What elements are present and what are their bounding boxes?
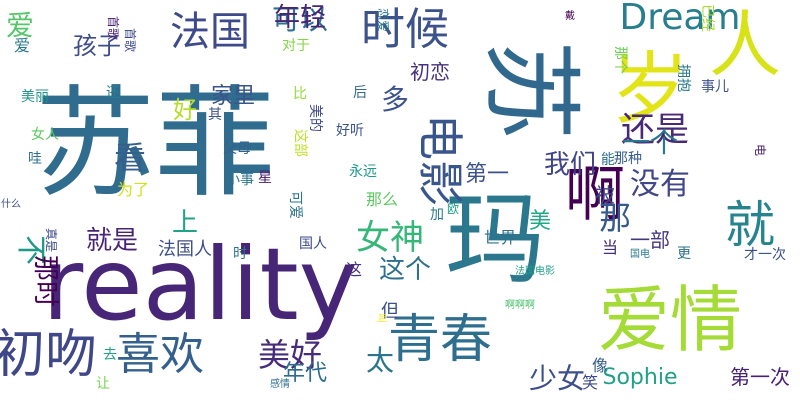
cloud-word: 能 [601, 152, 615, 168]
cloud-word: 时候 [361, 4, 449, 55]
cloud-word: 去 [103, 347, 117, 363]
cloud-word: 第一次 [730, 365, 790, 389]
cloud-word: 好 [173, 96, 197, 124]
cloud-word: 首歌 [106, 15, 120, 41]
cloud-word: 时 [233, 246, 247, 262]
cloud-word: 美 [528, 209, 552, 234]
cloud-word: 爱 [5, 9, 35, 42]
cloud-word: 苏菲 [35, 75, 275, 214]
cloud-word: 法国 [170, 9, 250, 55]
cloud-word: 人 [708, 3, 782, 87]
cloud-word: 比 [293, 86, 307, 102]
cloud-word: 爱情 [597, 278, 743, 362]
cloud-word: 其 [208, 107, 222, 123]
cloud-word: 首歌 [123, 27, 137, 53]
cloud-word: 感情 [270, 379, 290, 390]
cloud-word: 太 [365, 344, 395, 377]
cloud-word: 像 [591, 356, 609, 375]
cloud-word: 那个 [612, 46, 628, 74]
cloud-word: 孩子 [73, 32, 121, 60]
cloud-word: 真是 [44, 227, 58, 253]
cloud-word: 苏 [472, 40, 589, 140]
cloud-word: 这部 [292, 129, 308, 157]
cloud-word: 家里 [210, 84, 256, 109]
cloud-word: 星 [258, 170, 272, 186]
cloud-word: 电 [753, 143, 767, 157]
cloud-word: 让 [96, 376, 110, 392]
cloud-word: 一部 [630, 228, 670, 252]
cloud-word: 没有 [630, 167, 690, 202]
cloud-word: 才一次 [744, 247, 786, 263]
cloud-word: 电影 [413, 114, 467, 206]
cloud-word: 美好 [257, 336, 323, 374]
cloud-word: 啊 [565, 160, 625, 230]
cloud-word: 世界 [483, 228, 517, 247]
cloud-word: 女人 [31, 127, 59, 143]
cloud-word: 一个 [621, 126, 679, 159]
cloud-word: 被 [595, 183, 615, 207]
cloud-word: 戴 [565, 11, 575, 22]
cloud-word: 事儿 [701, 79, 729, 95]
cloud-word: 为了 [116, 180, 150, 199]
cloud-word: 永远 [349, 164, 377, 180]
cloud-word: 女神 [356, 218, 424, 258]
cloud-word: 第一 [464, 162, 510, 187]
cloud-word: 啊啊啊 [505, 300, 535, 311]
cloud-word: 欧 [446, 202, 460, 216]
cloud-word: 笑 [581, 373, 599, 392]
cloud-word: 恋爱 [376, 7, 390, 33]
cloud-word: 美的 [307, 104, 323, 132]
cloud-word: 后 [353, 85, 367, 101]
cloud-word: 可以 [271, 3, 329, 36]
cloud-word: 但 [381, 301, 399, 322]
cloud-word: 初恋 [410, 60, 450, 84]
cloud-word: 小事 [226, 172, 254, 188]
cloud-word: 喜欢 [116, 329, 204, 380]
cloud-word: 岁 [610, 45, 690, 135]
cloud-word: 这 [345, 260, 363, 279]
cloud-word: 这个 [378, 255, 432, 285]
cloud-word: 法国人 [158, 239, 212, 260]
cloud-word: Sophie [602, 365, 678, 390]
cloud-word: reality [42, 226, 358, 343]
cloud-word: 当 [601, 238, 619, 257]
cloud-word: 加 [430, 207, 444, 223]
cloud-word: 那么 [365, 190, 399, 209]
cloud-word: 已经 [699, 4, 715, 32]
cloud-word: 看 [113, 139, 147, 177]
cloud-word: 那时 [30, 254, 60, 308]
cloud-word: 初吻 [0, 325, 98, 385]
cloud-word: 更 [677, 246, 691, 262]
cloud-word: 拥抱 [675, 64, 691, 92]
cloud-word: 法国电影 [515, 266, 555, 277]
cloud-word: 年代 [282, 361, 328, 386]
cloud-word: 上 [171, 208, 199, 238]
cloud-word: 国电 [630, 249, 650, 260]
cloud-word: 对于 [282, 38, 310, 54]
cloud-word: 年轻 [273, 3, 327, 33]
cloud-word: Dream [619, 0, 741, 38]
cloud-word: 那种 [614, 151, 642, 167]
cloud-word: 叫 [375, 313, 386, 323]
cloud-word: 还是 [621, 110, 689, 150]
cloud-word: 美丽 [21, 89, 49, 105]
cloud-word: 就是 [85, 226, 139, 256]
cloud-word: 好听 [336, 123, 364, 139]
cloud-word: 什么 [1, 199, 21, 210]
cloud-word: 那 [598, 199, 632, 237]
cloud-word: 我们 [543, 150, 597, 180]
cloud-word: 哇 [28, 151, 42, 167]
cloud-word: 少女 [528, 362, 586, 395]
cloud-word: 玛 [445, 181, 545, 298]
cloud-word: 青春 [387, 310, 493, 370]
cloud-word: 还 [106, 85, 120, 101]
cloud-word: 国人 [299, 236, 327, 252]
cloud-word: 父母 [223, 141, 251, 157]
cloud-word: 就 [725, 196, 775, 254]
cloud-word: 多 [380, 83, 410, 116]
cloud-word: 可爱 [287, 191, 303, 219]
cloud-word: 爱 [13, 36, 31, 55]
